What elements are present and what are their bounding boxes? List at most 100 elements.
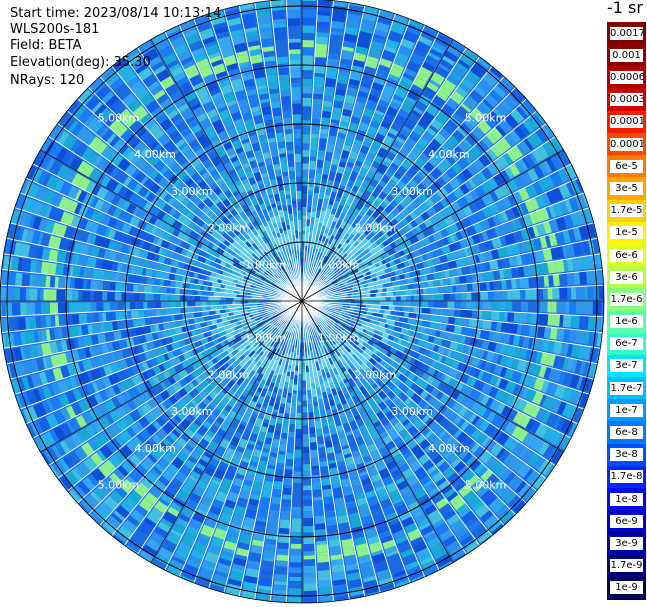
ray-gate (159, 286, 167, 294)
ray-gate (500, 404, 512, 418)
ray-gate (387, 314, 393, 320)
ray-gate (278, 74, 290, 84)
ray-gate (406, 335, 414, 343)
ray-gate (356, 325, 364, 332)
ray-gap (301, 300, 505, 526)
ray-gate (263, 443, 272, 450)
ray-gate (365, 527, 379, 539)
ray-gate (373, 479, 384, 489)
ray-gate (421, 559, 437, 571)
ray-gate (484, 438, 497, 452)
ray-gate (375, 484, 386, 492)
ray-gate (354, 362, 363, 371)
ray-gate (524, 348, 534, 361)
ray-gate (302, 125, 311, 135)
ray-gate (315, 327, 320, 332)
ray-gate (326, 519, 338, 527)
ray-gate (491, 310, 500, 321)
ray-gate (352, 343, 361, 352)
ray-gate (270, 100, 281, 109)
ray-gate (356, 337, 365, 345)
ray-gate (346, 568, 360, 575)
ray-gate (515, 480, 527, 494)
ray-gate (288, 387, 293, 394)
ray-gate (352, 449, 362, 458)
ray-gate (343, 328, 352, 336)
ray-gate (407, 317, 416, 325)
ray-gate (161, 309, 166, 316)
ray-gate (430, 513, 444, 525)
ray-gate (391, 565, 406, 575)
ray-gate (502, 392, 511, 404)
ray-gate (432, 369, 439, 378)
ray-gate (284, 406, 291, 414)
ray-gate (355, 542, 369, 552)
ray-gate (289, 420, 296, 425)
ray-gate (378, 390, 388, 400)
ray-gate (351, 394, 361, 405)
ray-gate (415, 449, 426, 460)
ray-gate (253, 409, 260, 415)
ray-gate (349, 363, 357, 371)
ray-gate (389, 353, 398, 361)
ray-gate (325, 510, 337, 518)
ray-gate (323, 323, 331, 331)
ray-gate (559, 314, 564, 327)
ray-gate (563, 328, 571, 342)
ray-gate (558, 370, 567, 384)
ray-gate (536, 313, 544, 325)
ray-gate (314, 172, 322, 179)
ray-gate (491, 301, 500, 311)
ray-gate (504, 367, 515, 380)
ray-gate (402, 448, 411, 456)
ray-gate (437, 345, 446, 355)
ray-gate (468, 519, 483, 532)
ray-gate (421, 333, 430, 341)
ray-gate (284, 133, 293, 143)
ray-gate (40, 302, 51, 315)
ray-gate (501, 469, 513, 482)
ray-gate (206, 301, 211, 306)
ray-gate (302, 169, 309, 177)
ray-gate (421, 313, 431, 321)
ray-gate (338, 408, 347, 418)
ray-gate (435, 553, 450, 564)
ray-gate (373, 333, 383, 341)
ray-gate (330, 558, 344, 566)
ray-gate (484, 423, 497, 436)
ray-gate (302, 120, 311, 126)
ray-gate (241, 456, 251, 464)
ray-gate (129, 302, 136, 311)
ray-gate (454, 460, 467, 473)
ray-gate (551, 449, 564, 464)
ray-gate (405, 560, 420, 571)
ray-gate (348, 578, 363, 589)
ray-gate (315, 532, 327, 537)
ray-gate (289, 67, 301, 72)
ray-gate (385, 328, 396, 336)
ray-gate (315, 383, 321, 389)
ray-gate (260, 455, 269, 463)
ray-gate (176, 301, 181, 308)
ray-gate (326, 362, 333, 370)
ray-gate (380, 498, 393, 509)
ray-gate (303, 577, 317, 584)
ray-gate (358, 502, 369, 510)
ray-gate (312, 333, 316, 338)
ray-gate (302, 440, 310, 447)
ray-gate (324, 315, 332, 322)
ray-gate (547, 313, 552, 326)
ray-gate (312, 486, 322, 490)
ray-gate (306, 206, 312, 213)
ray-gate (582, 361, 592, 376)
ray-gate (480, 359, 487, 370)
ray-gate (286, 396, 292, 403)
ray-gate (508, 334, 515, 345)
ray-gate (294, 370, 299, 376)
ray-gate (349, 333, 359, 341)
ray-gate (444, 487, 457, 499)
ray-gate (254, 444, 263, 452)
ray-gate (314, 315, 321, 322)
ray-gate (467, 440, 478, 451)
ray-gate (503, 452, 518, 468)
